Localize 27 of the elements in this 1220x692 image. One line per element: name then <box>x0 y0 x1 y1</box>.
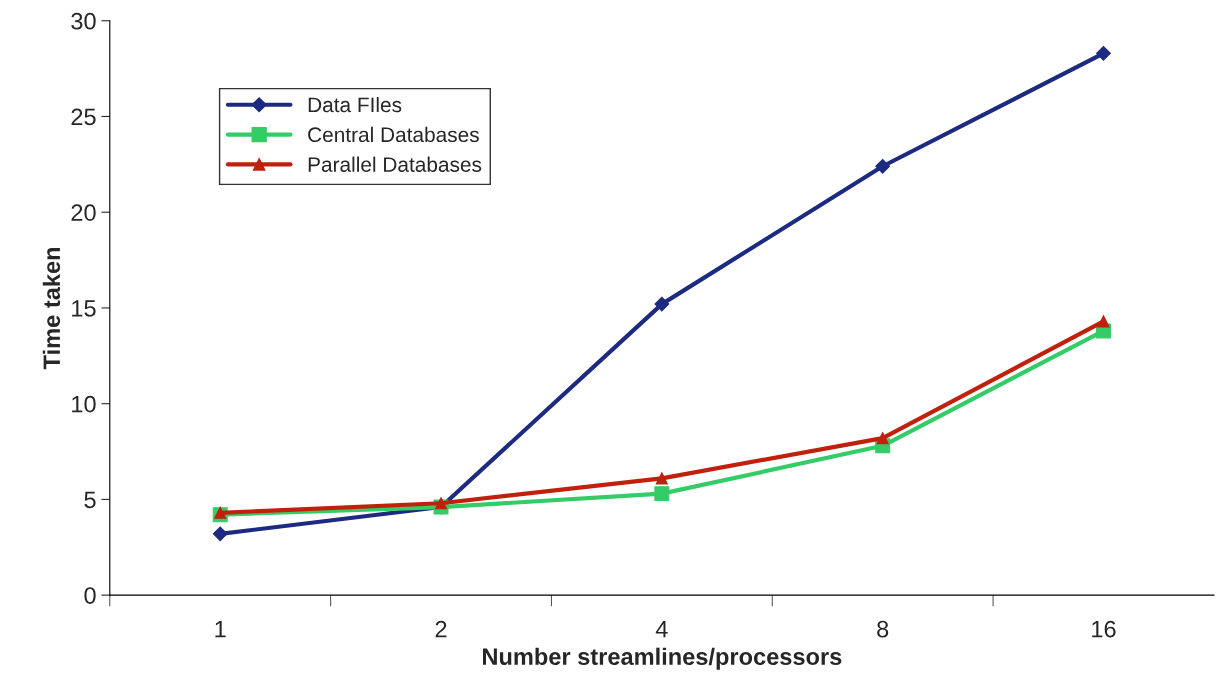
point <box>1097 315 1110 328</box>
legend-label: Parallel Databases <box>308 156 482 172</box>
point <box>212 526 228 542</box>
point <box>654 296 670 312</box>
legend-label: Central Databases <box>308 126 479 143</box>
y-tick-label: 30 <box>71 12 96 30</box>
point <box>654 486 670 502</box>
point <box>876 432 889 445</box>
point <box>875 158 891 174</box>
y-tick-label: 10 <box>72 395 96 413</box>
y-tick-label: 15 <box>72 300 96 317</box>
x-tick-label: 1 <box>215 620 226 638</box>
point <box>655 472 668 485</box>
x-tick-label: 16 <box>1092 620 1116 638</box>
point <box>1096 45 1111 61</box>
legend-label: Data FIles <box>308 96 402 113</box>
point <box>214 506 227 519</box>
x-tick-label: 8 <box>877 620 889 638</box>
y-tick-label: 5 <box>84 491 96 509</box>
point <box>434 497 448 510</box>
x-tick-label: 2 <box>435 620 447 638</box>
x-tick-label: 4 <box>655 620 668 638</box>
x-axis-title: Number streamlines/processors <box>483 647 842 670</box>
y-tick-label: 0 <box>84 587 96 604</box>
y-axis-title: Time taken <box>42 247 61 370</box>
y-tick-label: 20 <box>71 204 96 221</box>
y-tick-label: 25 <box>71 108 96 126</box>
